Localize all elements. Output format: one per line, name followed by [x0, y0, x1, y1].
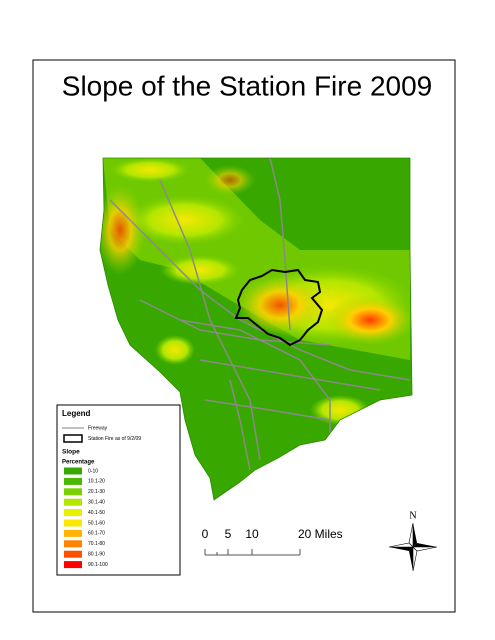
scale-label: 10 — [245, 527, 259, 541]
legend-swatch — [64, 498, 82, 506]
scale-label: 5 — [225, 527, 232, 541]
legend-class-label: 30.1-40 — [88, 500, 105, 506]
legend-swatch — [64, 540, 82, 548]
legend-class-label: 50.1-60 — [88, 520, 105, 526]
legend-title: Legend — [62, 409, 91, 418]
legend-swatch — [64, 509, 82, 517]
scale-bar: 0 5 10 20 Miles — [202, 527, 343, 556]
scale-label: 0 — [202, 527, 209, 541]
legend-swatch — [64, 477, 82, 485]
legend-class-label: 10.1-20 — [88, 479, 105, 485]
legend: Legend Freeway Station Fire as of 9/2/09… — [56, 404, 181, 576]
scale-label: 20 Miles — [298, 527, 343, 541]
fire-symbol — [63, 434, 83, 443]
legend-class-label: 20.1-30 — [88, 489, 105, 495]
page-frame — [32, 59, 456, 613]
legend-class-label: 40.1-50 — [88, 510, 105, 516]
legend-field: Percentage — [62, 460, 95, 466]
legend-swatch — [64, 550, 82, 558]
legend-item-label: Freeway — [88, 425, 108, 431]
legend-swatch — [64, 561, 82, 569]
map-title: Slope of the Station Fire 2009 — [62, 70, 432, 101]
legend-class-label: 80.1-90 — [88, 552, 105, 558]
legend-item-label: Station Fire as of 9/2/09 — [88, 436, 141, 442]
legend-class-label: 70.1-80 — [88, 541, 105, 547]
legend-swatch — [64, 467, 82, 475]
legend-class-label: 60.1-70 — [88, 531, 105, 537]
legend-swatch — [64, 488, 82, 496]
north-label: N — [409, 510, 416, 521]
north-arrow: N — [388, 510, 438, 572]
legend-swatch — [64, 529, 82, 537]
county-outline — [99, 157, 413, 501]
station-fire-perimeter — [234, 268, 324, 347]
legend-class-label: 90.1-100 — [88, 562, 108, 568]
legend-swatch — [64, 519, 82, 527]
legend-class-label: 0-10 — [88, 468, 98, 474]
legend-subtitle: Slope — [62, 449, 80, 456]
